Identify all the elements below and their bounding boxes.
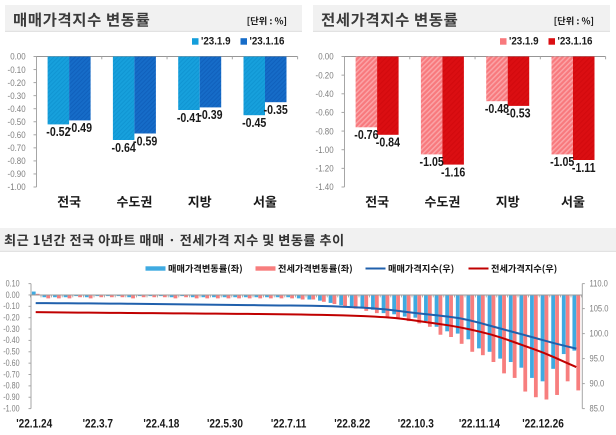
svg-text:-0.20: -0.20 bbox=[8, 77, 26, 88]
svg-text:-0.20: -0.20 bbox=[316, 70, 334, 81]
svg-text:-0.40: -0.40 bbox=[316, 88, 334, 99]
svg-text:-0.53: -0.53 bbox=[506, 107, 531, 121]
svg-text:-0.50: -0.50 bbox=[3, 347, 20, 357]
svg-text:-1.40: -1.40 bbox=[316, 182, 334, 193]
svg-text:-0.40: -0.40 bbox=[3, 335, 20, 345]
svg-text:-0.35: -0.35 bbox=[264, 103, 289, 117]
svg-text:-0.76: -0.76 bbox=[354, 128, 379, 142]
svg-text:-0.60: -0.60 bbox=[3, 358, 20, 368]
svg-text:-0.30: -0.30 bbox=[8, 90, 26, 101]
svg-text:-1.00: -1.00 bbox=[316, 144, 334, 155]
svg-text:-0.49: -0.49 bbox=[68, 121, 93, 135]
svg-text:'22.8.22: '22.8.22 bbox=[334, 417, 370, 430]
svg-text:-0.10: -0.10 bbox=[3, 301, 20, 311]
svg-text:-1.05: -1.05 bbox=[420, 155, 445, 169]
svg-text:'22.1.24: '22.1.24 bbox=[16, 417, 53, 430]
svg-text:-1.00: -1.00 bbox=[3, 404, 20, 414]
svg-text:-1.20: -1.20 bbox=[316, 163, 334, 174]
svg-text:-0.80: -0.80 bbox=[3, 381, 20, 391]
svg-text:-0.59: -0.59 bbox=[133, 135, 158, 149]
svg-text:-0.60: -0.60 bbox=[316, 107, 334, 118]
svg-text:-0.48: -0.48 bbox=[485, 102, 510, 116]
svg-text:-0.80: -0.80 bbox=[316, 126, 334, 137]
svg-text:'22.10.3: '22.10.3 bbox=[398, 417, 434, 430]
svg-text:0.00: 0.00 bbox=[318, 51, 334, 62]
svg-text:85.0: 85.0 bbox=[590, 403, 605, 414]
svg-text:-0.90: -0.90 bbox=[3, 392, 20, 402]
svg-text:-0.52: -0.52 bbox=[46, 125, 70, 139]
svg-text:-0.80: -0.80 bbox=[8, 156, 26, 167]
svg-text:'23.1.9: '23.1.9 bbox=[509, 36, 539, 48]
svg-text:'22.11.14: '22.11.14 bbox=[459, 417, 501, 430]
svg-text:'22.5.30: '22.5.30 bbox=[207, 417, 243, 430]
svg-text:'23.1.9: '23.1.9 bbox=[201, 36, 231, 48]
svg-text:110.0: 110.0 bbox=[590, 278, 609, 289]
svg-text:-1.05: -1.05 bbox=[550, 155, 575, 169]
svg-text:-0.20: -0.20 bbox=[3, 313, 20, 323]
svg-text:'23.1.16: '23.1.16 bbox=[558, 36, 593, 48]
svg-text:100.0: 100.0 bbox=[590, 328, 609, 339]
svg-text:0.00: 0.00 bbox=[10, 51, 26, 62]
svg-text:-0.60: -0.60 bbox=[8, 130, 26, 141]
svg-text:-0.84: -0.84 bbox=[376, 136, 401, 150]
svg-text:-0.70: -0.70 bbox=[8, 143, 26, 154]
svg-text:0.10: 0.10 bbox=[6, 279, 20, 289]
svg-text:-0.30: -0.30 bbox=[3, 324, 20, 334]
svg-text:-1.11: -1.11 bbox=[572, 161, 596, 175]
svg-text:'23.1.16: '23.1.16 bbox=[250, 36, 285, 48]
svg-text:-0.50: -0.50 bbox=[8, 116, 26, 127]
svg-text:'22.4.18: '22.4.18 bbox=[143, 417, 179, 430]
svg-text:105.0: 105.0 bbox=[590, 303, 609, 314]
svg-text:-1.00: -1.00 bbox=[8, 182, 26, 193]
svg-text:-0.10: -0.10 bbox=[8, 64, 26, 75]
svg-text:90.0: 90.0 bbox=[590, 378, 605, 389]
svg-text:'22.3.7: '22.3.7 bbox=[83, 417, 113, 430]
svg-text:-0.40: -0.40 bbox=[8, 103, 26, 114]
svg-text:-0.70: -0.70 bbox=[3, 370, 20, 380]
svg-text:-0.45: -0.45 bbox=[242, 116, 267, 130]
svg-text:'22.12.26: '22.12.26 bbox=[522, 417, 564, 430]
svg-text:-0.90: -0.90 bbox=[8, 169, 26, 180]
svg-text:-0.39: -0.39 bbox=[198, 108, 223, 122]
svg-text:95.0: 95.0 bbox=[590, 353, 605, 364]
svg-text:-0.41: -0.41 bbox=[177, 111, 202, 125]
svg-text:'22.7.11: '22.7.11 bbox=[271, 417, 306, 430]
svg-text:-1.16: -1.16 bbox=[441, 166, 466, 180]
svg-text:-0.64: -0.64 bbox=[112, 141, 137, 155]
svg-text:0.00: 0.00 bbox=[6, 290, 20, 300]
